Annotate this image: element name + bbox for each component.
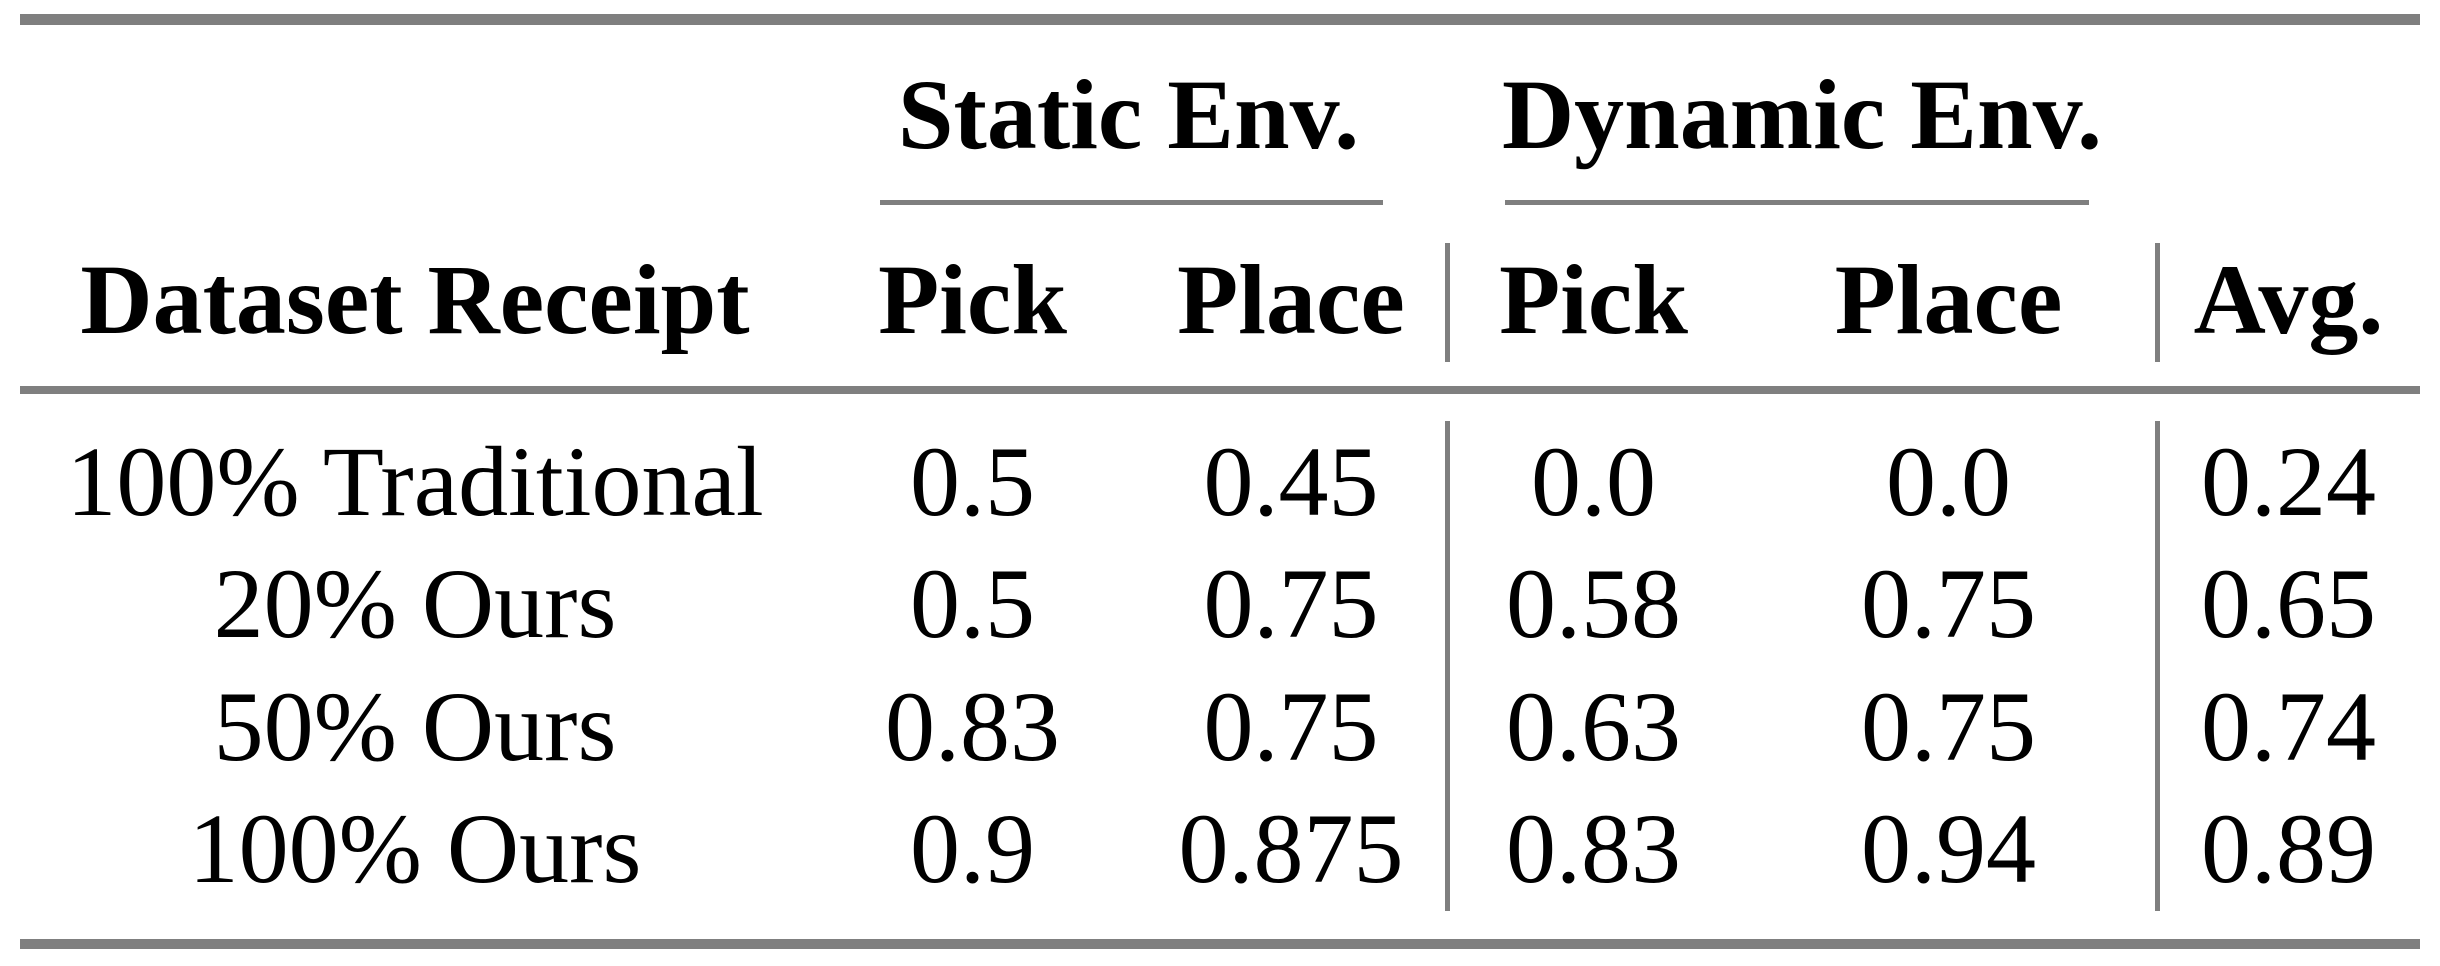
results-table: Static Env. Dynamic Env. Dataset Receipt… xyxy=(20,25,2420,938)
vertical-rule-static-dynamic-header xyxy=(1445,243,1450,362)
table-cell-dynamic-pick: 0.58 xyxy=(1506,548,1681,659)
table-cell-dynamic-pick: 0.0 xyxy=(1531,426,1656,537)
table-cell-static-pick: 0.5 xyxy=(910,426,1035,537)
table-row: 50% Ours 0.83 0.75 0.63 0.75 0.74 xyxy=(20,665,2420,788)
table-cell-dynamic-place: 0.75 xyxy=(1861,670,2036,782)
table-cell-avg: 0.89 xyxy=(2201,793,2377,904)
table-top-rule xyxy=(20,14,2420,25)
table-cell-dynamic-place: 0.94 xyxy=(1861,793,2036,904)
row-label: 50% Ours xyxy=(213,670,617,782)
spacer-cell xyxy=(20,25,810,205)
table-row: 100% Ours 0.9 0.875 0.83 0.94 0.89 xyxy=(20,788,2420,938)
column-header-static-pick: Pick xyxy=(878,244,1067,355)
table-cell-static-place: 0.75 xyxy=(1203,670,1379,782)
column-group-header-row: Static Env. Dynamic Env. xyxy=(20,25,2420,205)
table-cell-static-pick: 0.9 xyxy=(910,793,1035,904)
column-header-row: Dataset Receipt Pick Place Pick Place Av… xyxy=(20,205,2420,395)
row-label: 20% Ours xyxy=(213,548,617,659)
column-group-dynamic-env: Dynamic Env. xyxy=(1501,59,2103,170)
column-header-dynamic-pick: Pick xyxy=(1499,244,1688,355)
table-cell-dynamic-pick: 0.83 xyxy=(1506,793,1681,904)
table-cell-static-place: 0.875 xyxy=(1178,793,1404,904)
table-cell-dynamic-pick: 0.63 xyxy=(1506,670,1681,782)
static-env-underline-rule xyxy=(880,200,1383,205)
table-row: 100% Traditional 0.5 0.45 0.0 0.0 0.24 xyxy=(20,395,2420,543)
vertical-rule-static-dynamic-body xyxy=(1445,421,1450,911)
column-group-static-env: Static Env. xyxy=(897,59,1360,170)
column-header-dynamic-place: Place xyxy=(1834,244,2063,355)
column-header-dataset-receipt: Dataset Receipt xyxy=(80,244,750,355)
table-cell-static-pick: 0.5 xyxy=(910,548,1035,659)
table-cell-static-place: 0.75 xyxy=(1203,548,1379,659)
table-row: 20% Ours 0.5 0.75 0.58 0.75 0.65 xyxy=(20,543,2420,665)
row-label: 100% Ours xyxy=(188,793,642,904)
column-header-static-place: Place xyxy=(1177,244,1405,355)
table-cell-avg: 0.65 xyxy=(2201,548,2377,659)
table-cell-avg: 0.24 xyxy=(2201,426,2377,537)
table-cell-dynamic-place: 0.75 xyxy=(1861,548,2036,659)
vertical-rule-avg-body xyxy=(2155,421,2160,911)
table-cell-dynamic-place: 0.0 xyxy=(1886,426,2011,537)
dynamic-env-underline-rule xyxy=(1505,200,2089,205)
vertical-rule-avg-header xyxy=(2155,243,2160,362)
table-cell-avg: 0.74 xyxy=(2201,670,2377,782)
column-header-avg: Avg. xyxy=(2193,244,2384,355)
table-bottom-rule xyxy=(20,939,2420,949)
table-cell-static-pick: 0.83 xyxy=(885,670,1060,782)
row-label: 100% Traditional xyxy=(66,426,764,537)
table-cell-static-place: 0.45 xyxy=(1203,426,1379,537)
spacer-cell xyxy=(2157,25,2420,205)
header-separator-rule xyxy=(20,386,2420,394)
